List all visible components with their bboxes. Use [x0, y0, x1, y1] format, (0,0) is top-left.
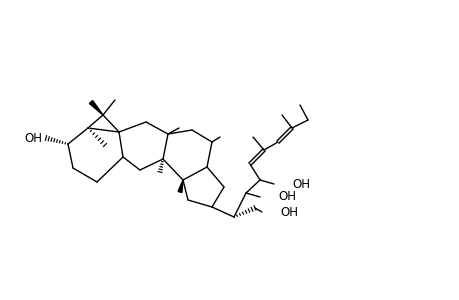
Text: OH: OH — [24, 131, 42, 145]
Text: OH: OH — [280, 206, 297, 218]
Polygon shape — [178, 180, 183, 193]
Polygon shape — [89, 100, 103, 115]
Text: OH: OH — [291, 178, 309, 190]
Text: OH: OH — [277, 190, 295, 203]
